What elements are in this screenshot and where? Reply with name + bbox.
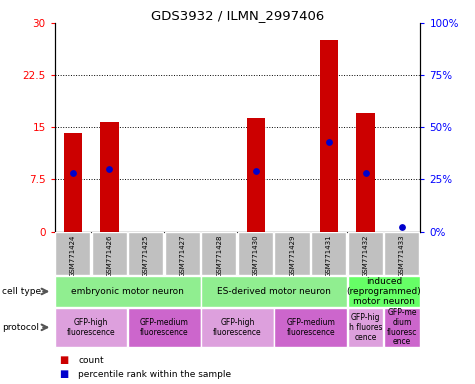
FancyBboxPatch shape — [348, 232, 383, 275]
FancyBboxPatch shape — [311, 232, 346, 275]
FancyBboxPatch shape — [128, 308, 200, 347]
FancyBboxPatch shape — [201, 232, 237, 275]
Text: GSM771427: GSM771427 — [180, 235, 186, 277]
Bar — [320, 40, 338, 232]
FancyBboxPatch shape — [275, 232, 310, 275]
Text: embryonic motor neuron: embryonic motor neuron — [71, 287, 184, 296]
Text: count: count — [78, 356, 104, 365]
Point — [398, 224, 406, 230]
Bar — [100, 122, 119, 232]
FancyBboxPatch shape — [55, 276, 200, 306]
Title: GDS3932 / ILMN_2997406: GDS3932 / ILMN_2997406 — [151, 9, 324, 22]
Text: GFP-medium
fluorescence: GFP-medium fluorescence — [140, 318, 189, 337]
FancyBboxPatch shape — [348, 276, 420, 306]
Text: induced
(reprogrammed)
motor neuron: induced (reprogrammed) motor neuron — [346, 276, 421, 306]
Text: GSM771430: GSM771430 — [253, 235, 259, 277]
FancyBboxPatch shape — [201, 276, 347, 306]
Point — [252, 168, 259, 174]
FancyBboxPatch shape — [201, 308, 274, 347]
Point — [325, 139, 332, 145]
FancyBboxPatch shape — [55, 232, 90, 275]
Point — [69, 170, 77, 176]
Text: ■: ■ — [59, 369, 68, 379]
Text: GFP-hig
h fluores
cence: GFP-hig h fluores cence — [349, 313, 382, 341]
Text: GSM771426: GSM771426 — [106, 235, 113, 277]
Text: GSM771424: GSM771424 — [70, 235, 76, 277]
Text: GSM771428: GSM771428 — [216, 235, 222, 277]
FancyBboxPatch shape — [92, 232, 127, 275]
Point — [105, 166, 113, 172]
Text: ES-derived motor neuron: ES-derived motor neuron — [217, 287, 331, 296]
Text: percentile rank within the sample: percentile rank within the sample — [78, 369, 231, 379]
Text: GSM771433: GSM771433 — [399, 235, 405, 277]
FancyBboxPatch shape — [165, 232, 200, 275]
Text: GFP-high
fluorescence: GFP-high fluorescence — [213, 318, 262, 337]
Text: GFP-medium
fluorescence: GFP-medium fluorescence — [286, 318, 335, 337]
FancyBboxPatch shape — [384, 232, 419, 275]
Text: ■: ■ — [59, 355, 68, 365]
FancyBboxPatch shape — [275, 308, 347, 347]
Bar — [64, 133, 82, 232]
Text: GSM771432: GSM771432 — [362, 235, 369, 277]
Text: GSM771425: GSM771425 — [143, 235, 149, 277]
Bar — [247, 118, 265, 232]
Text: cell type: cell type — [2, 287, 41, 296]
Text: GSM771429: GSM771429 — [289, 235, 295, 277]
FancyBboxPatch shape — [55, 308, 127, 347]
FancyBboxPatch shape — [348, 308, 383, 347]
FancyBboxPatch shape — [384, 308, 420, 347]
Text: protocol: protocol — [2, 323, 39, 332]
FancyBboxPatch shape — [238, 232, 273, 275]
Bar — [356, 113, 375, 232]
Text: GSM771431: GSM771431 — [326, 235, 332, 277]
Text: GFP-me
dium
fluoresc
ence: GFP-me dium fluoresc ence — [387, 308, 417, 346]
Text: GFP-high
fluorescence: GFP-high fluorescence — [67, 318, 115, 337]
Point — [362, 170, 370, 176]
FancyBboxPatch shape — [128, 232, 163, 275]
